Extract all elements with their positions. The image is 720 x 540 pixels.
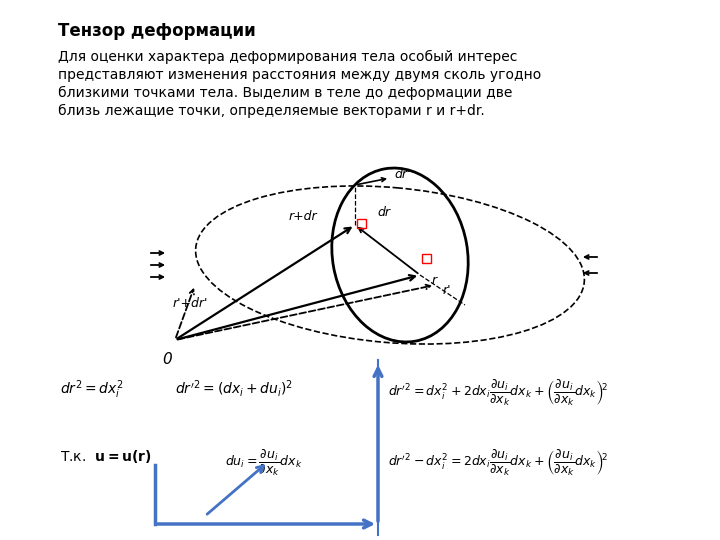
- Text: $dr'^2 - dx_i^2 = 2dx_i\dfrac{\partial u_i}{\partial x_k}dx_k + \left(\dfrac{\pa: $dr'^2 - dx_i^2 = 2dx_i\dfrac{\partial u…: [388, 448, 608, 478]
- Text: 0: 0: [162, 352, 172, 367]
- Text: r+dr: r+dr: [289, 211, 318, 224]
- Text: r': r': [443, 284, 451, 296]
- Bar: [422, 254, 431, 263]
- Text: Тензор деформации: Тензор деформации: [58, 22, 256, 40]
- Text: представляют изменения расстояния между двумя сколь угодно: представляют изменения расстояния между …: [58, 68, 541, 82]
- Text: близкими точками тела. Выделим в теле до деформации две: близкими точками тела. Выделим в теле до…: [58, 86, 513, 100]
- Text: $dr'^2 = (dx_i + du_i)^2$: $dr'^2 = (dx_i + du_i)^2$: [175, 378, 293, 399]
- Text: dr: dr: [377, 206, 390, 219]
- Text: $dr'^2 = dx_i^2 + 2dx_i\dfrac{\partial u_i}{\partial x_k}dx_k + \left(\dfrac{\pa: $dr'^2 = dx_i^2 + 2dx_i\dfrac{\partial u…: [388, 378, 608, 408]
- Text: $dr^2 = dx_i^2$: $dr^2 = dx_i^2$: [60, 378, 124, 401]
- Text: Для оценки характера деформирования тела особый интерес: Для оценки характера деформирования тела…: [58, 50, 518, 64]
- Text: dr': dr': [394, 168, 410, 181]
- Text: r'+dr': r'+dr': [172, 297, 207, 310]
- Text: Т.к.  $\mathbf{u=u(r)}$: Т.к. $\mathbf{u=u(r)}$: [60, 448, 152, 465]
- Bar: [357, 219, 366, 228]
- Text: r: r: [432, 273, 437, 287]
- Text: близь лежащие точки, определяемые векторами r и r+dr.: близь лежащие точки, определяемые вектор…: [58, 104, 485, 118]
- Text: $du_i = \dfrac{\partial u_i}{\partial x_k}dx_k$: $du_i = \dfrac{\partial u_i}{\partial x_…: [225, 448, 302, 478]
